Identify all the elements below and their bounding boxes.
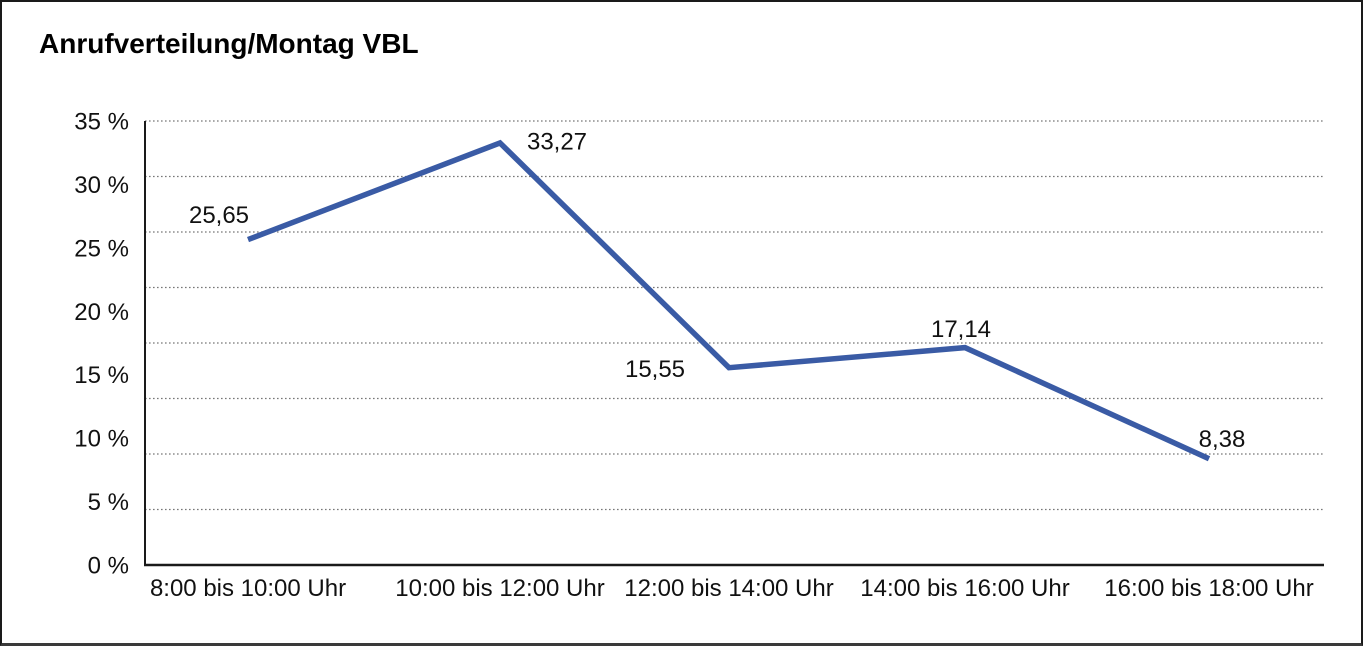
data-point-value-label: 17,14 <box>931 316 991 343</box>
chart-title: Anrufverteilung/Montag VBL <box>39 28 419 59</box>
y-axis-tick-label: 0 % <box>88 553 129 580</box>
y-axis-tick-label: 25 % <box>74 235 129 262</box>
data-point-value-label: 25,65 <box>189 202 249 229</box>
data-series-line <box>247 139 1211 462</box>
data-point-value-label: 33,27 <box>527 128 587 155</box>
x-axis-category-label: 12:00 bis 14:00 Uhr <box>624 575 833 602</box>
y-axis-tick-label: 35 % <box>74 109 129 136</box>
y-axis-tick-label: 20 % <box>74 299 129 326</box>
y-axis-tick-label: 15 % <box>74 362 129 389</box>
y-axis-tick-label: 30 % <box>74 172 129 199</box>
x-axis-category-label: 10:00 bis 12:00 Uhr <box>395 575 604 602</box>
data-point-value-label: 15,55 <box>625 356 685 383</box>
x-axis-category-label: 14:00 bis 16:00 Uhr <box>860 575 1069 602</box>
x-axis-category-label: 16:00 bis 18:00 Uhr <box>1104 575 1313 602</box>
x-axis-category-label: 8:00 bis 10:00 Uhr <box>150 575 346 602</box>
data-point-value-label: 8,38 <box>1199 426 1246 453</box>
y-axis-tick-label: 10 % <box>74 426 129 453</box>
y-axis-tick-label: 5 % <box>88 489 129 516</box>
